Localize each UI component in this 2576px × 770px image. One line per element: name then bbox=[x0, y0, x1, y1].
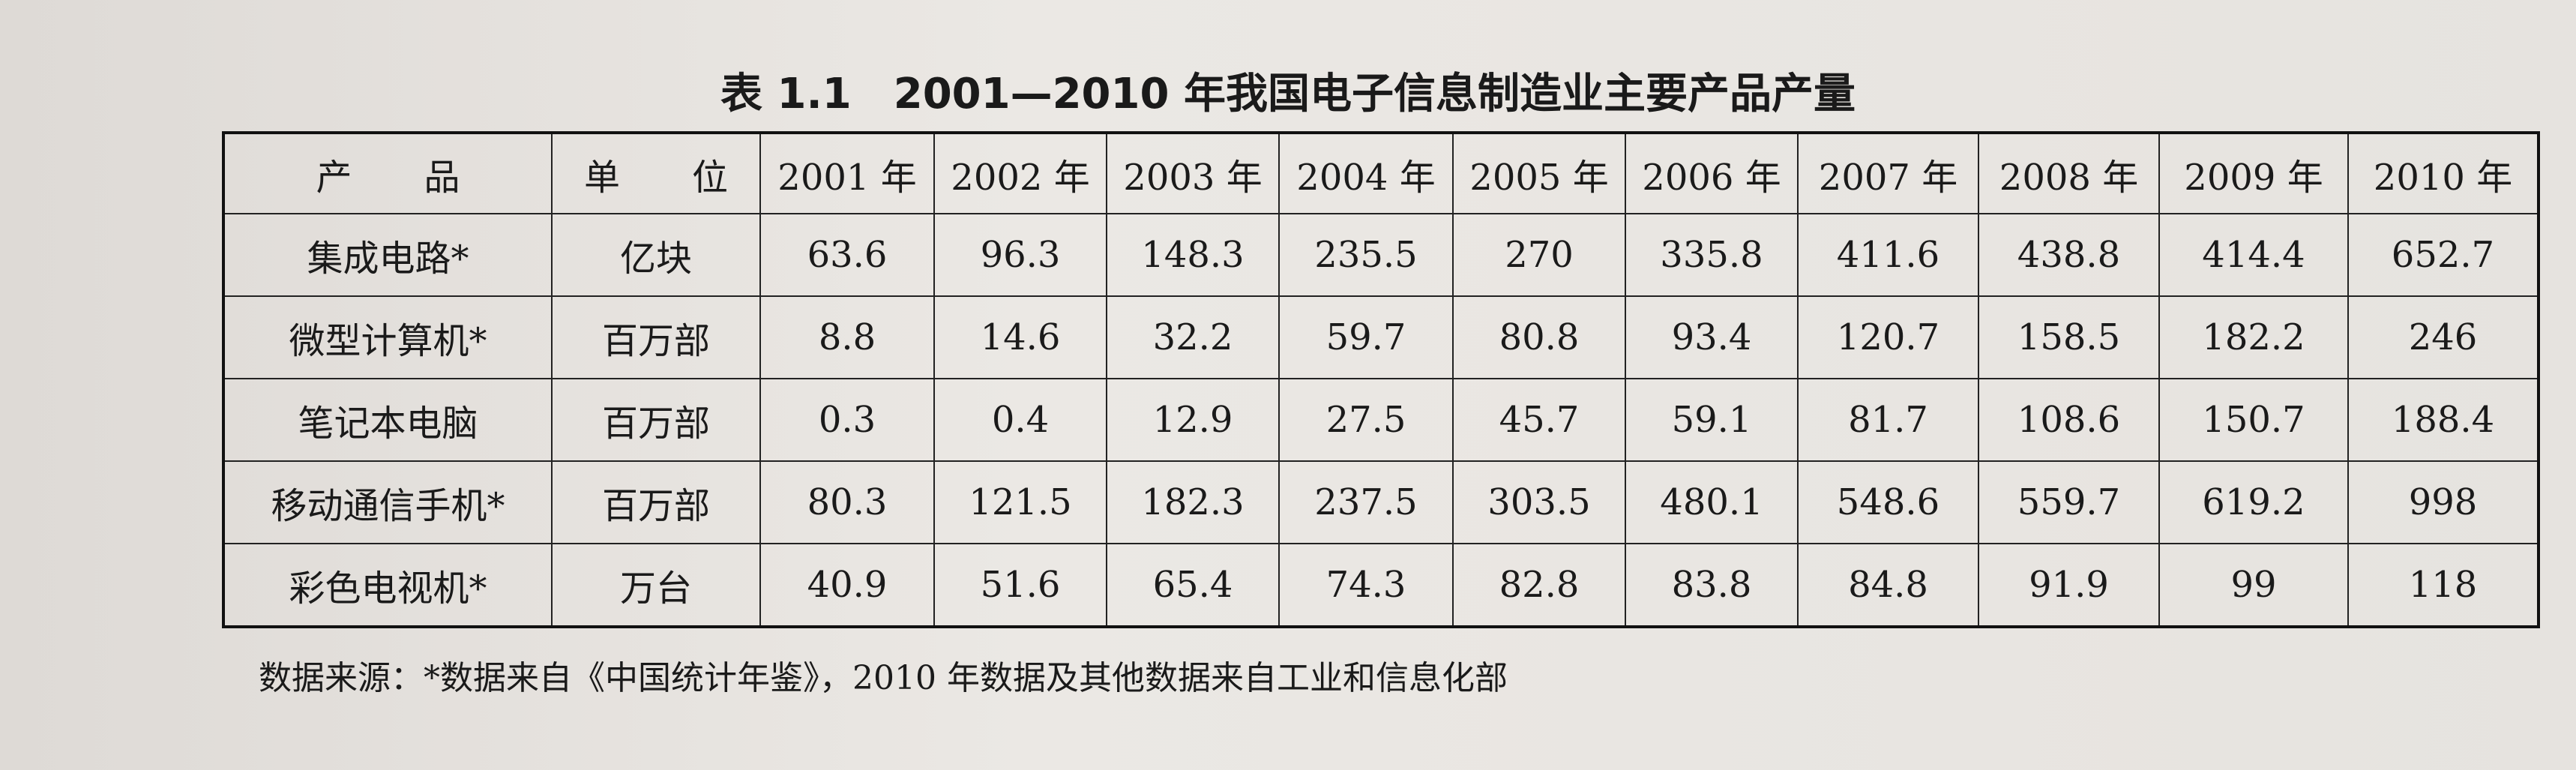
cell: 411.6 bbox=[1797, 213, 1979, 297]
cell: 438.8 bbox=[1978, 213, 2160, 297]
header-cell: 2008 年 bbox=[1978, 132, 2160, 214]
data-row: 微型计算机* 百万部 8.8 14.6 32.2 59.7 80.8 93.4 120.7 158… bbox=[223, 295, 2539, 379]
cell: 414.4 bbox=[2158, 213, 2349, 297]
cell: 微型计算机* bbox=[223, 295, 553, 379]
header-cell: 2005 年 bbox=[1452, 132, 1626, 214]
cell: 121.5 bbox=[933, 460, 1107, 544]
data-row: 移动通信手机* 百万部 80.3 121.5 182.3 237.5 303.5 480.1 5… bbox=[223, 460, 2539, 544]
cell: 108.6 bbox=[1978, 378, 2160, 462]
cell: 74.3 bbox=[1278, 543, 1454, 628]
cell: 93.4 bbox=[1625, 295, 1799, 379]
cell: 80.3 bbox=[759, 460, 935, 544]
cell: 182.3 bbox=[1106, 460, 1280, 544]
cell: 笔记本电脑 bbox=[223, 378, 553, 462]
cell: 96.3 bbox=[933, 213, 1107, 297]
header-cell: 2003 年 bbox=[1106, 132, 1280, 214]
cell: 559.7 bbox=[1978, 460, 2160, 544]
cell: 51.6 bbox=[933, 543, 1107, 628]
cell: 40.9 bbox=[759, 543, 935, 628]
cell: 120.7 bbox=[1797, 295, 1979, 379]
cell: 百万部 bbox=[551, 378, 761, 462]
header-cell: 2002 年 bbox=[933, 132, 1107, 214]
cell: 0.4 bbox=[933, 378, 1107, 462]
header-cell: 2007 年 bbox=[1797, 132, 1979, 214]
cell: 246 bbox=[2347, 295, 2539, 379]
cell: 270 bbox=[1452, 213, 1626, 297]
cell: 0.3 bbox=[759, 378, 935, 462]
header-cell: 产 品 bbox=[223, 132, 553, 214]
header-cell: 单 位 bbox=[551, 132, 761, 214]
cell: 45.7 bbox=[1452, 378, 1626, 462]
header-cell: 2010 年 bbox=[2347, 132, 2539, 214]
cell: 80.8 bbox=[1452, 295, 1626, 379]
data-row: 笔记本电脑 百万部 0.3 0.4 12.9 27.5 45.7 59.1 81.7 108.6 1… bbox=[223, 378, 2539, 462]
cell: 81.7 bbox=[1797, 378, 1979, 462]
cell: 亿块 bbox=[551, 213, 761, 297]
header-cell: 2009 年 bbox=[2158, 132, 2349, 214]
cell: 150.7 bbox=[2158, 378, 2349, 462]
cell: 303.5 bbox=[1452, 460, 1626, 544]
header-cell: 2001 年 bbox=[759, 132, 935, 214]
cell: 集成电路* bbox=[223, 213, 553, 297]
cell: 12.9 bbox=[1106, 378, 1280, 462]
cell: 8.8 bbox=[759, 295, 935, 379]
cell: 235.5 bbox=[1278, 213, 1454, 297]
cell: 182.2 bbox=[2158, 295, 2349, 379]
header-cell: 2006 年 bbox=[1625, 132, 1799, 214]
cell: 14.6 bbox=[933, 295, 1107, 379]
data-row: 彩色电视机* 万台 40.9 51.6 65.4 74.3 82.8 83.8 84.8 91.9… bbox=[223, 543, 2539, 628]
cell: 82.8 bbox=[1452, 543, 1626, 628]
header-row: 产 品单 位 2001 年 2002 年 2003 年 2004 年 2005 年 2006… bbox=[223, 132, 2539, 214]
table-title: 表 1.1 2001—2010 年我国电子信息制造业主要产品产量 bbox=[720, 70, 1856, 118]
cell: 彩色电视机* bbox=[223, 543, 553, 628]
cell: 63.6 bbox=[759, 213, 935, 297]
cell: 移动通信手机* bbox=[223, 460, 553, 544]
cell: 118 bbox=[2347, 543, 2539, 628]
cell: 32.2 bbox=[1106, 295, 1280, 379]
cell: 652.7 bbox=[2347, 213, 2539, 297]
cell: 335.8 bbox=[1625, 213, 1799, 297]
cell: 83.8 bbox=[1625, 543, 1799, 628]
cell: 59.7 bbox=[1278, 295, 1454, 379]
cell: 99 bbox=[2158, 543, 2349, 628]
cell: 158.5 bbox=[1978, 295, 2160, 379]
cell: 百万部 bbox=[551, 460, 761, 544]
cell: 619.2 bbox=[2158, 460, 2349, 544]
cell: 27.5 bbox=[1278, 378, 1454, 462]
data-row: 集成电路* 亿块 63.6 96.3 148.3 235.5 270 335.8 411.6 43… bbox=[223, 213, 2539, 297]
cell: 998 bbox=[2347, 460, 2539, 544]
header-cell: 2004 年 bbox=[1278, 132, 1454, 214]
cell: 59.1 bbox=[1625, 378, 1799, 462]
cell: 548.6 bbox=[1797, 460, 1979, 544]
cell: 480.1 bbox=[1625, 460, 1799, 544]
table: 产 品单 位 2001 年 2002 年 2003 年 2004 年 2005 年 2006… bbox=[222, 131, 2540, 628]
cell: 百万部 bbox=[551, 295, 761, 379]
cell: 65.4 bbox=[1106, 543, 1280, 628]
cell: 万台 bbox=[551, 543, 761, 628]
source-note: 数据来源：*数据来自《中国统计年鉴》，2010 年数据及其他数据来自工业和信息化… bbox=[259, 659, 1508, 697]
cell: 148.3 bbox=[1106, 213, 1280, 297]
cell: 91.9 bbox=[1978, 543, 2160, 628]
cell: 237.5 bbox=[1278, 460, 1454, 544]
cell: 84.8 bbox=[1797, 543, 1979, 628]
cell: 188.4 bbox=[2347, 378, 2539, 462]
